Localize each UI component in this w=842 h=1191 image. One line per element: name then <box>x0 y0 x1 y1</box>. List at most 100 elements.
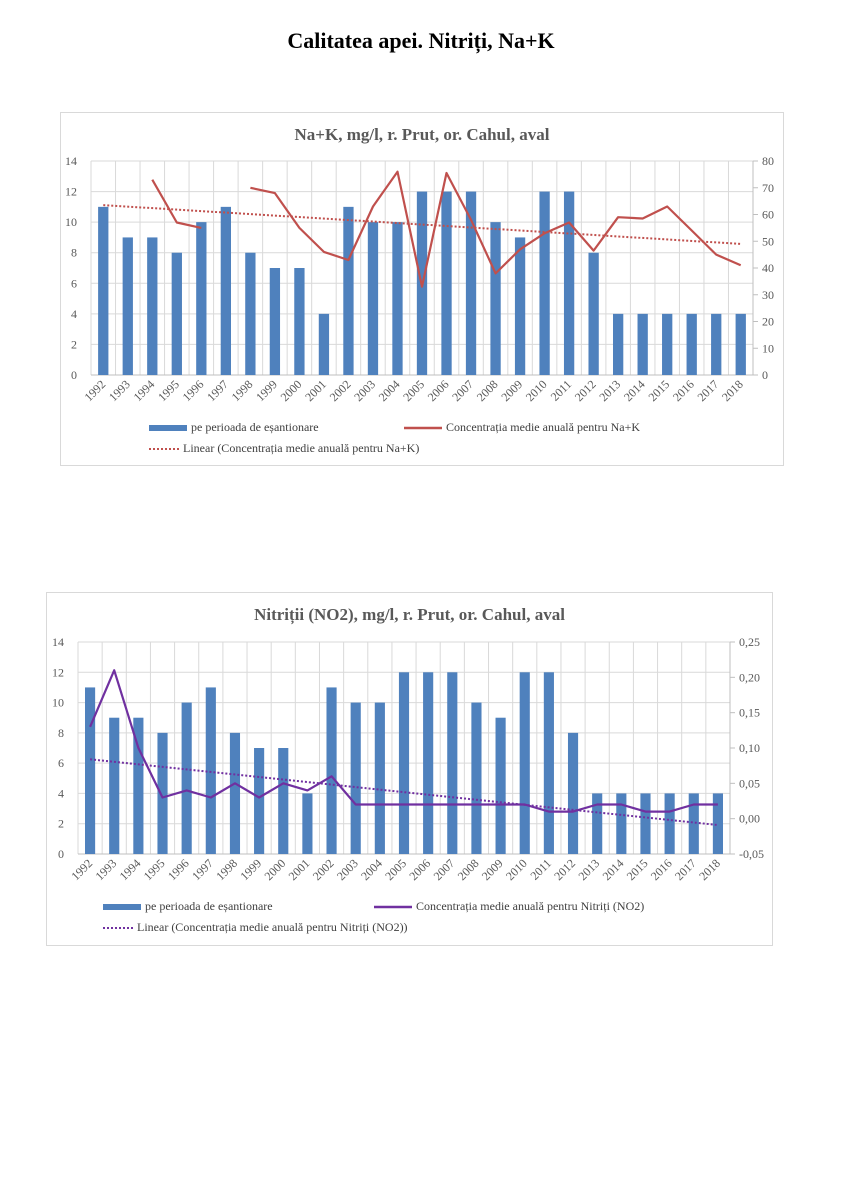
legend-label-line: Concentrația medie anuală pentru Nitriți… <box>416 899 644 913</box>
bar <box>392 222 403 375</box>
trendline <box>103 204 741 245</box>
left-axis-tick-label: 4 <box>58 786 64 800</box>
page-title: Calitatea apei. Nitriți, Na+K <box>287 28 555 53</box>
bar <box>495 717 506 854</box>
bar <box>343 206 354 375</box>
left-axis-tick-label: 14 <box>65 154 77 168</box>
bar <box>367 222 379 375</box>
bar <box>514 237 526 375</box>
right-axis-tick-label: 80 <box>762 154 774 168</box>
trendline <box>89 758 719 827</box>
bar <box>592 793 603 854</box>
x-axis-tick-label: 2000 <box>262 856 289 883</box>
x-axis-tick-label: 2005 <box>382 856 409 883</box>
right-axis-tick-label: 10 <box>762 341 774 355</box>
chart-na-k-svg: Na+K, mg/l, r. Prut, or. Cahul, aval 0 2 4 6… <box>65 125 774 455</box>
x-axis-tick-label: 2003 <box>334 856 361 883</box>
bar <box>640 793 651 854</box>
x-axis-tick-label: 2002 <box>327 377 354 404</box>
x-axis-tick-label: 1995 <box>141 856 168 883</box>
line-series-segment <box>151 179 202 229</box>
bar <box>98 206 109 375</box>
right-axis-tick-label: 40 <box>762 261 774 275</box>
bar <box>465 191 477 375</box>
x-axis-tick-label: 2010 <box>523 377 550 404</box>
x-axis-tick-label: 2016 <box>670 377 697 404</box>
legend-swatch-bar <box>149 425 187 431</box>
left-axis-tick-label: 0 <box>71 368 77 382</box>
right-axis-tick-label: 20 <box>762 315 774 329</box>
right-axis-tick-label: 50 <box>762 234 774 248</box>
bar <box>441 191 452 375</box>
chart-title: Na+K, mg/l, r. Prut, or. Cahul, aval <box>295 125 550 144</box>
x-axis-tick-label: 2008 <box>455 856 482 883</box>
bar <box>278 748 289 854</box>
bar <box>712 793 723 854</box>
bar <box>519 672 530 854</box>
x-axis-tick-label: 2005 <box>400 377 427 404</box>
x-axis-tick-label: 2013 <box>596 377 623 404</box>
left-axis-tick-label: 6 <box>58 756 64 770</box>
right-axis-tick-label: 0,25 <box>739 635 760 649</box>
right-axis-tick-label: 60 <box>762 208 774 222</box>
right-axis-tick-label: 70 <box>762 181 774 195</box>
left-axis-tick-label: 10 <box>52 696 64 710</box>
x-axis-tick-label: 1996 <box>165 856 192 883</box>
bar <box>735 313 746 375</box>
bar <box>398 672 410 854</box>
legend-label-bar: pe perioada de eșantionare <box>191 420 319 434</box>
x-axis-tick-label: 2017 <box>672 856 699 883</box>
chart-nitriti-svg: Nitriții (NO2), mg/l, r. Prut, or. Cahul… <box>52 605 764 934</box>
left-axis-tick-label: 0 <box>58 847 64 861</box>
bar <box>471 702 482 854</box>
bar <box>637 313 648 375</box>
x-axis-tick-label: 2018 <box>719 377 746 404</box>
line-series-segment <box>250 170 742 288</box>
chart-title: Nitriții (NO2), mg/l, r. Prut, or. Cahul… <box>254 605 565 625</box>
x-axis-tick-label: 1993 <box>106 377 133 404</box>
legend-label-trendline: Linear (Concentrația medie anuală pentru… <box>183 441 419 455</box>
x-axis-tick-label: 2017 <box>694 377 721 404</box>
x-axis-tick-label: 2015 <box>624 856 651 883</box>
x-axis-tick-label: 2012 <box>572 377 599 404</box>
left-axis-tick-label: 8 <box>58 726 64 740</box>
bar <box>350 702 361 854</box>
bar <box>205 687 216 854</box>
left-axis-tick-label: 2 <box>71 337 77 351</box>
x-axis-tick-label: 1994 <box>131 377 158 404</box>
x-axis-tick-label: 2004 <box>358 856 385 883</box>
legend-label-line: Concentrația medie anuală pentru Na+K <box>446 420 640 434</box>
x-axis-tick-label: 2001 <box>286 856 313 883</box>
bar <box>664 793 675 854</box>
bar <box>220 206 232 375</box>
x-axis-tick-label: 2014 <box>621 377 648 404</box>
left-axis-tick-label: 6 <box>71 276 77 290</box>
right-axis-tick-label: 0,05 <box>739 776 760 790</box>
right-axis-tick-label: 0,20 <box>739 670 760 684</box>
right-axis-tick-label: 0 <box>762 368 768 382</box>
x-axis-tick-label: 2006 <box>406 856 433 883</box>
left-axis-tick-label: 8 <box>71 246 77 260</box>
right-axis-tick-label: 0,00 <box>739 812 760 826</box>
x-axis-tick-label: 1999 <box>237 856 264 883</box>
bar <box>567 732 579 854</box>
chart-nitriti: Nitriții (NO2), mg/l, r. Prut, or. Cahul… <box>46 592 773 946</box>
x-axis-tick-label: 2003 <box>351 377 378 404</box>
bar <box>294 268 305 375</box>
right-axis-tick-label: -0,05 <box>739 847 764 861</box>
x-axis-tick-label: 2008 <box>474 377 501 404</box>
bar <box>326 687 337 854</box>
x-axis-tick-label: 2012 <box>551 856 578 883</box>
bar <box>229 732 241 854</box>
x-axis-tick-label: 1992 <box>68 856 95 883</box>
bar <box>318 313 330 375</box>
x-axis-tick-label: 2011 <box>527 856 554 883</box>
bar <box>588 252 599 375</box>
x-axis-tick-label: 2015 <box>645 377 672 404</box>
x-axis-tick-label: 2002 <box>310 856 337 883</box>
right-axis-tick-label: 0,15 <box>739 706 760 720</box>
bar <box>254 748 265 854</box>
x-axis-tick-label: 1996 <box>180 377 207 404</box>
left-axis-tick-label: 2 <box>58 817 64 831</box>
left-axis-tick-label: 14 <box>52 635 64 649</box>
